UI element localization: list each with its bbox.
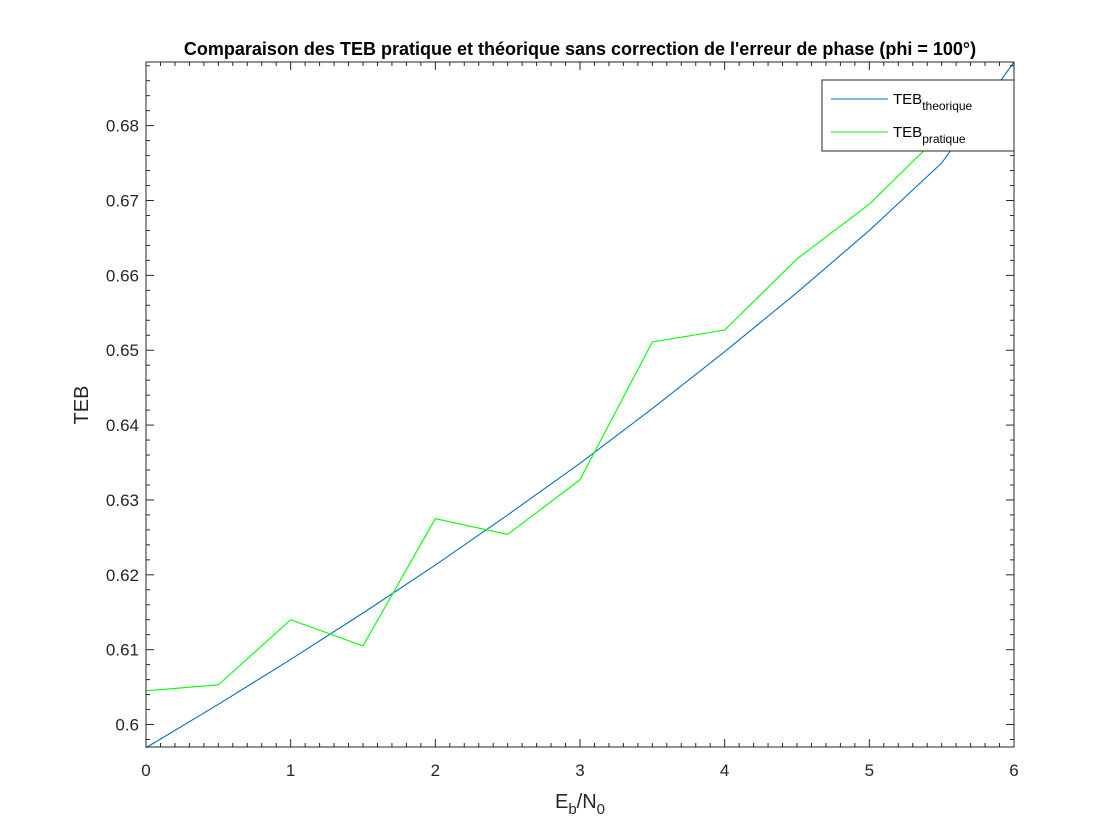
y-tick-label: 0.66 [106, 266, 139, 285]
x-tick-label: 3 [575, 761, 584, 780]
series-line-theorique [145, 61, 1015, 749]
legend-box [821, 79, 1015, 152]
x-tick-label: 6 [1009, 761, 1018, 780]
series-line-pratique [145, 96, 1015, 692]
x-axis-label: Eb/N0 [555, 791, 605, 818]
y-tick-label: 0.61 [106, 641, 139, 660]
y-tick-label: 0.6 [115, 716, 139, 735]
chart-title: Comparaison des TEB pratique et théoriqu… [184, 39, 976, 59]
y-tick-label: 0.62 [106, 566, 139, 585]
y-tick-label: 0.68 [106, 117, 139, 136]
y-tick-label: 0.67 [106, 191, 139, 210]
plot-background [146, 62, 1014, 747]
y-axis-label: TEB [71, 386, 93, 425]
legend-entry-pratique: TEBpratique [893, 124, 966, 146]
y-tick-label: 0.65 [106, 341, 139, 360]
y-tick-label: 0.64 [106, 416, 139, 435]
y-tick-label: 0.63 [106, 491, 139, 510]
plot-area [145, 61, 1015, 749]
x-tick-label: 4 [720, 761, 729, 780]
axes: 0 1 2 3 4 5 6 0.6 0.61 0.62 0.63 0.64 0.65 0.66 0.67 0.… [106, 61, 1019, 780]
x-tick-label: 5 [865, 761, 874, 780]
x-tick-label: 0 [141, 761, 150, 780]
legend-entry-theorique: TEBtheorique [893, 91, 973, 113]
legend: TEBtheorique TEBpratique [821, 79, 1015, 152]
x-tick-label: 1 [286, 761, 295, 780]
x-tick-label: 2 [431, 761, 440, 780]
